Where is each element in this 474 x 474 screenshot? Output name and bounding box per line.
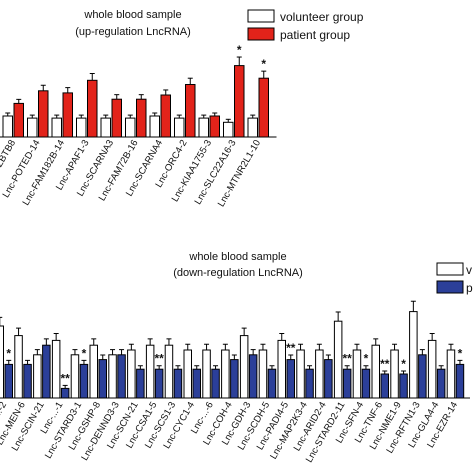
bar-volunteer [0, 325, 4, 399]
significance-marker: ** [380, 357, 390, 371]
bar-volunteer [390, 349, 399, 399]
significance-marker: * [261, 57, 266, 71]
bar-volunteer [247, 117, 258, 138]
bar-volunteer [27, 117, 38, 138]
bar-volunteer [239, 335, 249, 399]
bar-volunteer [33, 354, 42, 399]
bar-patient [324, 359, 333, 399]
legend-label-volunteer: v [466, 263, 472, 277]
legend-label-patient: patient group [280, 28, 350, 42]
bar-patient [418, 354, 427, 399]
panel-subtitle: (up-regulation LncRNA) [75, 26, 191, 38]
down-regulation-panel: whole blood sample (down-regulation LncRN… [0, 251, 473, 465]
legend-swatch-volunteer [247, 9, 275, 23]
significance-marker: ** [286, 341, 296, 355]
panel-title: whole blood sample [83, 9, 181, 21]
bar-patient [185, 84, 196, 138]
bar-volunteer [51, 117, 62, 138]
bar-patient [248, 354, 258, 399]
bar-patient [42, 344, 51, 399]
bar-patient [79, 363, 89, 399]
bar-patient [98, 359, 107, 399]
panel-title: whole blood sample [188, 251, 286, 263]
significance-marker: ** [342, 352, 352, 366]
bar-patient [192, 368, 201, 399]
bar-volunteer [202, 349, 211, 399]
bar-volunteer [174, 117, 185, 138]
bar-volunteer [277, 339, 286, 399]
bar-patient [136, 368, 145, 399]
bar-patient [399, 373, 408, 399]
bar-volunteer [125, 117, 136, 138]
bar-patient [361, 368, 371, 399]
bar-patient [436, 368, 446, 399]
bar-volunteer [223, 121, 234, 138]
bar-volunteer [108, 354, 117, 399]
bar-volunteer [89, 344, 98, 399]
bar-patient [230, 359, 239, 399]
bar-patient [60, 387, 70, 399]
bar-patient [380, 373, 389, 399]
bar-volunteer [76, 117, 87, 138]
bar-patient [342, 368, 352, 399]
bar-patient [62, 92, 73, 138]
bar-volunteer [409, 311, 418, 399]
bar-patient [160, 94, 171, 138]
bar-patient [209, 115, 220, 138]
bar-patient [267, 368, 277, 399]
bar-volunteer [446, 349, 456, 399]
bar-volunteer [100, 117, 111, 138]
legend-label-volunteer: volunteer group [280, 10, 364, 24]
bar-volunteer [296, 349, 305, 399]
bar-patient [23, 363, 32, 399]
bar-volunteer [70, 354, 80, 399]
significance-marker: ** [60, 371, 70, 385]
significance-marker: * [82, 346, 87, 360]
significance-marker: * [6, 346, 11, 360]
bar-volunteer [198, 117, 209, 138]
significance-marker: ** [154, 352, 164, 366]
bar-volunteer [427, 339, 437, 399]
bar-patient [4, 363, 13, 399]
legend-swatch-volunteer [436, 262, 464, 276]
bar-patient [38, 90, 49, 138]
significance-marker: * [237, 43, 242, 57]
bar-patient [305, 368, 314, 399]
bar-volunteer [145, 344, 155, 399]
bar-volunteer [14, 335, 23, 399]
bar-patient [87, 79, 98, 138]
bar-volunteer [333, 320, 343, 399]
significance-marker: * [458, 346, 463, 360]
bar-volunteer [221, 349, 230, 399]
bar-volunteer [51, 339, 61, 399]
bar-patient [117, 354, 126, 399]
bar-patient [13, 102, 24, 138]
bar-volunteer [352, 349, 362, 399]
bar-patient [455, 363, 465, 399]
bar-patient [286, 359, 295, 399]
legend-label-patient: p [466, 281, 473, 295]
bar-volunteer [183, 349, 192, 399]
significance-marker: * [401, 357, 406, 371]
legend-swatch-patient [247, 27, 275, 41]
bar-volunteer [2, 115, 13, 138]
bar-patient [211, 368, 220, 399]
up-regulation-panel: whole blood sample (up-regulation LncRNA)… [0, 9, 364, 209]
bar-patient [258, 77, 269, 138]
bar-patient [111, 98, 122, 138]
significance-marker: * [364, 352, 369, 366]
bar-volunteer [371, 344, 380, 399]
legend-swatch-patient [436, 280, 464, 294]
panel-subtitle: (down-regulation LncRNA) [173, 267, 303, 279]
bar-volunteer [164, 344, 174, 399]
bar-volunteer [149, 115, 160, 138]
bar-volunteer [258, 349, 268, 399]
bar-volunteer [127, 349, 136, 399]
bar-patient [173, 368, 183, 399]
bar-patient [136, 98, 147, 138]
bar-patient [154, 368, 164, 399]
bar-volunteer [315, 349, 324, 399]
bar-patient [234, 65, 245, 138]
